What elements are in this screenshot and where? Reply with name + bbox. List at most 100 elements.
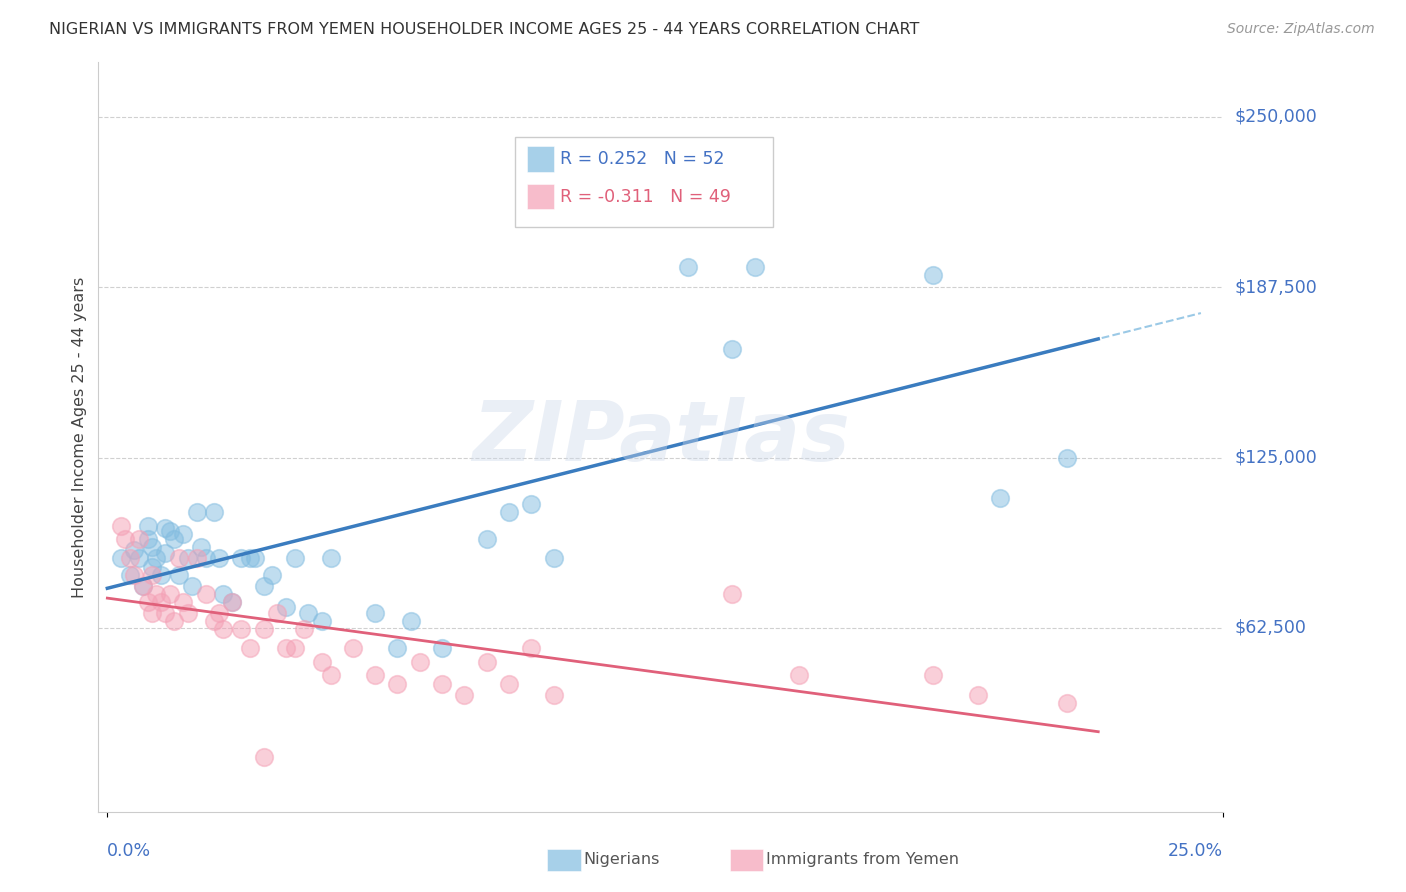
Point <box>297 606 319 620</box>
Point <box>118 551 141 566</box>
Point <box>155 521 177 535</box>
Point <box>136 533 159 547</box>
Point <box>231 551 253 566</box>
Point <box>721 587 744 601</box>
Point <box>475 533 498 547</box>
Point <box>136 518 159 533</box>
Point <box>190 541 212 555</box>
FancyBboxPatch shape <box>527 184 554 210</box>
Point <box>172 526 194 541</box>
Point <box>145 551 167 566</box>
Point <box>243 551 266 566</box>
Point <box>387 676 409 690</box>
Point <box>676 260 699 274</box>
Text: R = 0.252   N = 52: R = 0.252 N = 52 <box>560 150 724 168</box>
Point <box>159 524 181 538</box>
Point <box>231 622 253 636</box>
Point <box>145 587 167 601</box>
Point <box>475 655 498 669</box>
Point <box>543 688 565 702</box>
Point <box>311 614 333 628</box>
Text: 0.0%: 0.0% <box>107 842 152 860</box>
Point <box>128 551 150 566</box>
Point <box>176 551 198 566</box>
Point <box>122 543 145 558</box>
Point <box>186 505 208 519</box>
Point <box>159 587 181 601</box>
Point <box>194 587 217 601</box>
Point <box>1056 696 1078 710</box>
Point <box>430 676 453 690</box>
Point <box>988 491 1011 506</box>
Point <box>122 567 145 582</box>
Point <box>128 533 150 547</box>
Point <box>319 551 342 566</box>
Point <box>155 546 177 560</box>
Point <box>114 533 136 547</box>
Point <box>212 622 235 636</box>
Point <box>387 641 409 656</box>
Point <box>922 668 945 682</box>
Point <box>181 578 204 592</box>
Text: NIGERIAN VS IMMIGRANTS FROM YEMEN HOUSEHOLDER INCOME AGES 25 - 44 YEARS CORRELAT: NIGERIAN VS IMMIGRANTS FROM YEMEN HOUSEH… <box>49 22 920 37</box>
Point <box>262 567 284 582</box>
Point <box>172 595 194 609</box>
Point <box>364 606 387 620</box>
Point <box>274 641 297 656</box>
Point <box>221 595 243 609</box>
Point <box>141 559 163 574</box>
Point <box>292 622 315 636</box>
Point <box>204 505 226 519</box>
Point <box>409 655 432 669</box>
Point <box>721 342 744 356</box>
Point <box>520 497 543 511</box>
Point <box>239 551 262 566</box>
Point <box>284 551 307 566</box>
Point <box>543 551 565 566</box>
Point <box>252 750 274 764</box>
Point <box>163 614 186 628</box>
Point <box>118 567 141 582</box>
Point <box>274 600 297 615</box>
Point <box>266 606 288 620</box>
Text: 25.0%: 25.0% <box>1168 842 1223 860</box>
Point <box>364 668 387 682</box>
Text: $125,000: $125,000 <box>1234 449 1317 467</box>
Point <box>163 533 186 547</box>
Point <box>149 595 172 609</box>
Point <box>186 551 208 566</box>
Point <box>252 578 274 592</box>
Point <box>110 551 132 566</box>
Point <box>167 551 190 566</box>
Point <box>208 551 231 566</box>
Point <box>155 606 177 620</box>
Point <box>787 668 810 682</box>
Y-axis label: Householder Income Ages 25 - 44 years: Householder Income Ages 25 - 44 years <box>72 277 87 598</box>
Point <box>110 518 132 533</box>
Text: Source: ZipAtlas.com: Source: ZipAtlas.com <box>1227 22 1375 37</box>
Point <box>319 668 342 682</box>
Point <box>141 606 163 620</box>
Point <box>212 587 235 601</box>
Point <box>284 641 307 656</box>
Point <box>498 676 520 690</box>
Point <box>252 622 274 636</box>
Text: $62,500: $62,500 <box>1234 619 1306 637</box>
Point <box>342 641 364 656</box>
Point <box>311 655 333 669</box>
Text: Immigrants from Yemen: Immigrants from Yemen <box>766 853 959 867</box>
Point <box>399 614 422 628</box>
Point <box>1056 450 1078 465</box>
Text: R = -0.311   N = 49: R = -0.311 N = 49 <box>560 187 731 205</box>
Point <box>453 688 475 702</box>
Point <box>498 505 520 519</box>
Point <box>239 641 262 656</box>
Point <box>609 164 631 178</box>
Text: $250,000: $250,000 <box>1234 108 1317 126</box>
Point <box>132 578 155 592</box>
Point <box>922 268 945 282</box>
FancyBboxPatch shape <box>527 146 554 172</box>
Point <box>167 567 190 582</box>
Point <box>136 595 159 609</box>
Point <box>149 567 172 582</box>
